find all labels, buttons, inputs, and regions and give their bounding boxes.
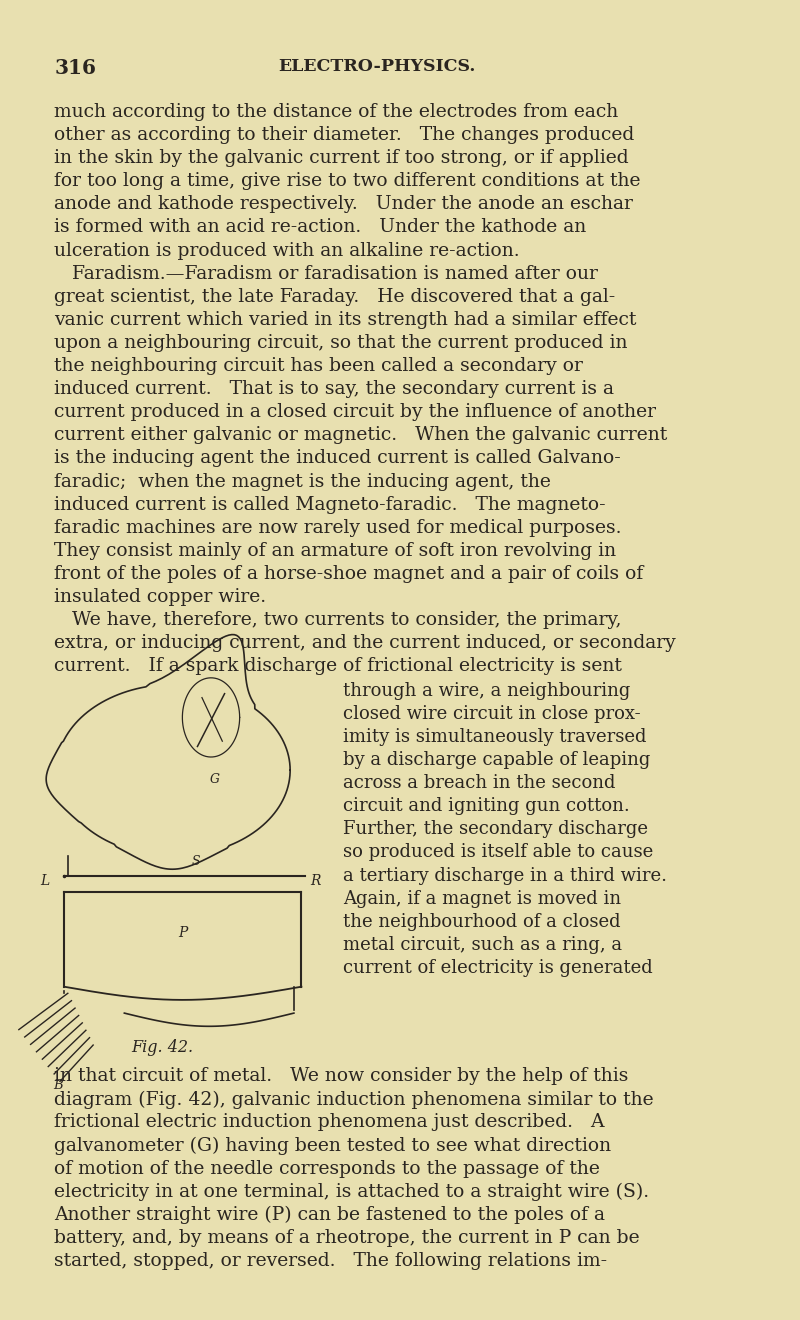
Text: closed wire circuit in close prox-: closed wire circuit in close prox- xyxy=(343,705,641,723)
Text: metal circuit, such as a ring, a: metal circuit, such as a ring, a xyxy=(343,936,622,954)
Text: vanic current which varied in its strength had a similar effect: vanic current which varied in its streng… xyxy=(54,310,637,329)
Text: induced current is called Magneto-faradic.   The magneto-: induced current is called Magneto-faradi… xyxy=(54,495,606,513)
Text: of motion of the needle corresponds to the passage of the: of motion of the needle corresponds to t… xyxy=(54,1159,600,1177)
Text: Again, if a magnet is moved in: Again, if a magnet is moved in xyxy=(343,890,621,908)
Text: so produced is itself able to cause: so produced is itself able to cause xyxy=(343,843,653,862)
Text: in the skin by the galvanic current if too strong, or if applied: in the skin by the galvanic current if t… xyxy=(54,149,629,168)
Text: Further, the secondary discharge: Further, the secondary discharge xyxy=(343,820,648,838)
Text: is formed with an acid re-action.   Under the kathode an: is formed with an acid re-action. Under … xyxy=(54,218,586,236)
Text: G: G xyxy=(210,772,220,785)
Text: the neighbourhood of a closed: the neighbourhood of a closed xyxy=(343,912,621,931)
Text: insulated copper wire.: insulated copper wire. xyxy=(54,587,266,606)
Text: current produced in a closed circuit by the influence of another: current produced in a closed circuit by … xyxy=(54,403,656,421)
Text: circuit and igniting gun cotton.: circuit and igniting gun cotton. xyxy=(343,797,630,816)
Text: faradic machines are now rarely used for medical purposes.: faradic machines are now rarely used for… xyxy=(54,519,622,537)
Text: in that circuit of metal.   We now consider by the help of this: in that circuit of metal. We now conside… xyxy=(54,1067,629,1085)
Text: ulceration is produced with an alkaline re-action.: ulceration is produced with an alkaline … xyxy=(54,242,520,260)
Text: is the inducing agent the induced current is called Galvano-: is the inducing agent the induced curren… xyxy=(54,449,621,467)
Text: extra, or inducing current, and the current induced, or secondary: extra, or inducing current, and the curr… xyxy=(54,634,676,652)
Text: R: R xyxy=(310,874,321,887)
Text: anode and kathode respectively.   Under the anode an eschar: anode and kathode respectively. Under th… xyxy=(54,195,633,214)
Text: Fig. 42.: Fig. 42. xyxy=(131,1039,193,1056)
Text: galvanometer (G) having been tested to see what direction: galvanometer (G) having been tested to s… xyxy=(54,1137,611,1155)
Text: We have, therefore, two currents to consider, the primary,: We have, therefore, two currents to cons… xyxy=(54,611,622,630)
Text: across a breach in the second: across a breach in the second xyxy=(343,774,615,792)
Text: Faradism.—Faradism or faradisation is named after our: Faradism.—Faradism or faradisation is na… xyxy=(54,264,598,282)
Text: 316: 316 xyxy=(54,58,96,78)
Text: a tertiary discharge in a third wire.: a tertiary discharge in a third wire. xyxy=(343,866,667,884)
Text: great scientist, the late Faraday.   He discovered that a gal-: great scientist, the late Faraday. He di… xyxy=(54,288,615,306)
Text: frictional electric induction phenomena just described.   A: frictional electric induction phenomena … xyxy=(54,1113,605,1131)
Text: L: L xyxy=(40,874,49,887)
Text: Another straight wire (P) can be fastened to the poles of a: Another straight wire (P) can be fastene… xyxy=(54,1205,606,1224)
Text: through a wire, a neighbouring: through a wire, a neighbouring xyxy=(343,681,630,700)
Text: front of the poles of a horse-shoe magnet and a pair of coils of: front of the poles of a horse-shoe magne… xyxy=(54,565,643,583)
Text: electricity in at one terminal, is attached to a straight wire (S).: electricity in at one terminal, is attac… xyxy=(54,1183,650,1201)
Text: They consist mainly of an armature of soft iron revolving in: They consist mainly of an armature of so… xyxy=(54,541,616,560)
Text: upon a neighbouring circuit, so that the current produced in: upon a neighbouring circuit, so that the… xyxy=(54,334,628,352)
Text: current.   If a spark discharge of frictional electricity is sent: current. If a spark discharge of frictio… xyxy=(54,657,622,676)
Text: by a discharge capable of leaping: by a discharge capable of leaping xyxy=(343,751,650,770)
Text: ELECTRO-PHYSICS.: ELECTRO-PHYSICS. xyxy=(278,58,475,75)
Text: current of electricity is generated: current of electricity is generated xyxy=(343,958,653,977)
Text: started, stopped, or reversed.   The following relations im-: started, stopped, or reversed. The follo… xyxy=(54,1251,607,1270)
Text: induced current.   That is to say, the secondary current is a: induced current. That is to say, the sec… xyxy=(54,380,614,399)
Text: battery, and, by means of a rheotrope, the current in P can be: battery, and, by means of a rheotrope, t… xyxy=(54,1229,640,1247)
Text: P: P xyxy=(178,925,187,940)
Text: much according to the distance of the electrodes from each: much according to the distance of the el… xyxy=(54,103,618,121)
Text: for too long a time, give rise to two different conditions at the: for too long a time, give rise to two di… xyxy=(54,172,641,190)
Text: B: B xyxy=(53,1078,62,1092)
Text: diagram (Fig. 42), galvanic induction phenomena similar to the: diagram (Fig. 42), galvanic induction ph… xyxy=(54,1090,654,1109)
Text: S: S xyxy=(192,855,200,867)
Text: other as according to their diameter.   The changes produced: other as according to their diameter. Th… xyxy=(54,125,634,144)
Text: faradic;  when the magnet is the inducing agent, the: faradic; when the magnet is the inducing… xyxy=(54,473,551,491)
Text: imity is simultaneously traversed: imity is simultaneously traversed xyxy=(343,727,646,746)
Text: the neighbouring circuit has been called a secondary or: the neighbouring circuit has been called… xyxy=(54,356,583,375)
Text: current either galvanic or magnetic.   When the galvanic current: current either galvanic or magnetic. Whe… xyxy=(54,426,667,445)
